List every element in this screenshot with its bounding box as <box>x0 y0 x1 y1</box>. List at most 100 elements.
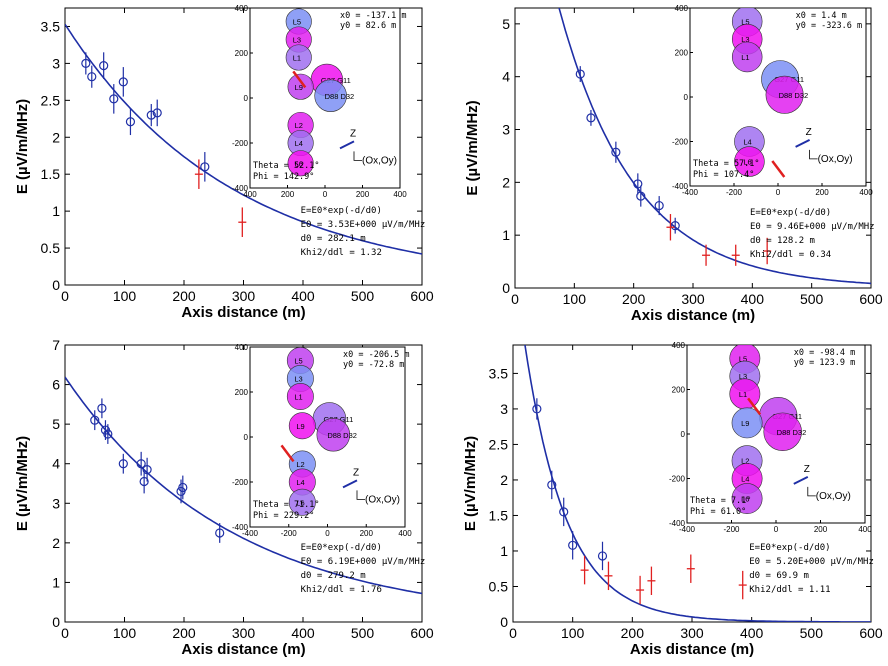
y-tick-label: 7 <box>52 337 60 353</box>
inset-y-tick-label: 200 <box>675 49 689 58</box>
y-tick-label: 5 <box>502 16 510 32</box>
data-point-blue <box>200 152 210 182</box>
x-tick-label: 600 <box>859 291 883 307</box>
inset-y-tick-label: 0 <box>244 433 249 442</box>
y-tick-label: 3 <box>52 55 60 71</box>
shower-axis-arrow <box>793 475 809 485</box>
inset-y-tick-label: -400 <box>669 519 686 528</box>
x-axis-label: Axis distance (m) <box>631 307 755 324</box>
ox-oy-axes-icon <box>807 486 816 497</box>
fit-curve <box>65 23 422 255</box>
marker-circle <box>559 507 569 517</box>
marker-circle <box>670 221 680 231</box>
data-point-blue <box>99 52 109 79</box>
y-tick-label: 2 <box>52 535 60 551</box>
inset-y-tick-label: 400 <box>675 4 689 13</box>
inset-y-tick-label: -200 <box>672 138 689 147</box>
fit-text-line: E=E0*exp(-d/d0) <box>301 206 382 216</box>
x-tick-label: 500 <box>800 625 824 641</box>
ox-oy-axes-icon <box>353 151 362 161</box>
z-label: Z <box>804 464 810 475</box>
antenna-circle <box>734 146 765 177</box>
marker-circle <box>90 415 100 425</box>
antenna-label: L6 <box>296 498 304 507</box>
marker-circle <box>532 404 542 414</box>
antenna-label: L2 <box>741 457 749 466</box>
inset-x0: x0 = -206.5 m <box>343 350 410 360</box>
marker-circle <box>146 110 156 120</box>
x-tick-label: 600 <box>410 625 434 641</box>
inset-x-tick-label: -400 <box>682 188 699 197</box>
y-tick-label: 2 <box>52 129 60 145</box>
inset-x-tick-label: 400 <box>393 190 407 199</box>
antenna-label: L6 <box>741 495 749 504</box>
antenna-label: L1 <box>741 53 749 62</box>
antenna-circle <box>763 412 802 451</box>
inset-y0: y0 = -72.8 m <box>343 360 404 370</box>
data-point-blue <box>636 185 646 207</box>
x-tick-label: 300 <box>232 625 256 641</box>
fit-text-line: Khi2/ddl = 1.11 <box>749 585 830 595</box>
fit-text-line: E0 = 6.19E+000 µV/m/MHz <box>301 557 426 567</box>
inset-y-tick-label: 0 <box>684 93 689 102</box>
shower-core-marker <box>292 70 307 89</box>
y-tick-label: 1.5 <box>41 166 61 182</box>
fit-text-line: Khi2/ddl = 1.32 <box>301 248 382 258</box>
y-tick-label: 3.5 <box>489 365 509 381</box>
shower-axis-arrow <box>795 138 811 148</box>
antenna-label: L9 <box>296 422 304 431</box>
inset-y-tick-label: 0 <box>244 94 249 103</box>
chart-panel-4: 0 100 200 300 400 500 600 0 0.5 1 1.5 2 2.5 3 3.5 Axis … <box>462 341 883 658</box>
data-point-blue <box>178 475 188 500</box>
y-tick-label: 0.5 <box>41 240 61 256</box>
data-point-blue <box>142 457 152 482</box>
data-point-blue <box>90 410 100 431</box>
y-tick-label: 0 <box>502 280 510 296</box>
marker-circle <box>636 191 646 201</box>
antenna-label: L6 <box>295 159 303 168</box>
y-tick-label: 3.5 <box>41 18 61 34</box>
marker-circle <box>654 200 664 211</box>
antenna-circle <box>285 44 312 71</box>
y-axis-label: E (µV/m/MHz) <box>462 436 479 531</box>
y-tick-label: 1 <box>502 227 510 243</box>
data-point-red <box>647 566 656 596</box>
data-point-blue <box>532 398 542 420</box>
inset-x-tick-label: 200 <box>356 190 370 199</box>
data-point-red <box>194 159 203 189</box>
marker-circle <box>178 482 188 493</box>
x-tick-label: 0 <box>61 288 69 304</box>
antenna-label: L4 <box>741 475 749 484</box>
antenna-circle <box>286 383 314 410</box>
fit-text-line: E0 = 9.46E+000 µV/m/MHz <box>750 222 875 232</box>
z-label: Z <box>353 467 359 478</box>
fit-curve <box>558 8 871 285</box>
inset-x-tick-label: 0 <box>774 525 779 534</box>
z-label: Z <box>350 128 356 139</box>
y-tick-label: 0 <box>52 614 60 630</box>
inset-y0: y0 = 82.6 m <box>340 21 396 31</box>
y-tick-label: 2.5 <box>489 436 509 452</box>
inset-x0: x0 = 1.4 m <box>796 11 847 21</box>
inset-x-tick-label: 200 <box>360 529 374 538</box>
inset-x-tick-label: 0 <box>323 190 328 199</box>
inset-y-tick-label: 200 <box>235 388 249 397</box>
x-tick-label: 400 <box>740 625 764 641</box>
y-tick-label: 2.5 <box>41 92 61 108</box>
inset-y-tick-label: -200 <box>669 475 686 484</box>
ox-oy-label: (Ox,Oy) <box>362 155 397 166</box>
x-tick-label: 500 <box>800 291 824 307</box>
marker-circle <box>547 480 557 490</box>
ox-oy-axes-icon <box>356 490 365 500</box>
inset-map: -400-400-200-20000200200400400L5L3L1G27 … <box>669 341 872 534</box>
marker-circle <box>97 403 107 413</box>
inset-y-tick-label: 400 <box>235 4 249 13</box>
marker-circle <box>568 540 578 550</box>
chart-panel-1: 0 100 200 300 400 500 600 0 0.5 1 1.5 2 2.5 3 3.5 Axis … <box>14 4 434 321</box>
x-tick-label: 0 <box>509 625 517 641</box>
data-point-blue <box>611 141 621 163</box>
fit-text-line: Khi2/ddl = 0.34 <box>750 250 831 260</box>
inset-x-tick-label: 0 <box>776 188 781 197</box>
inset-y-tick-label: 400 <box>672 341 686 350</box>
inset-x-tick-label: 400 <box>243 190 257 199</box>
